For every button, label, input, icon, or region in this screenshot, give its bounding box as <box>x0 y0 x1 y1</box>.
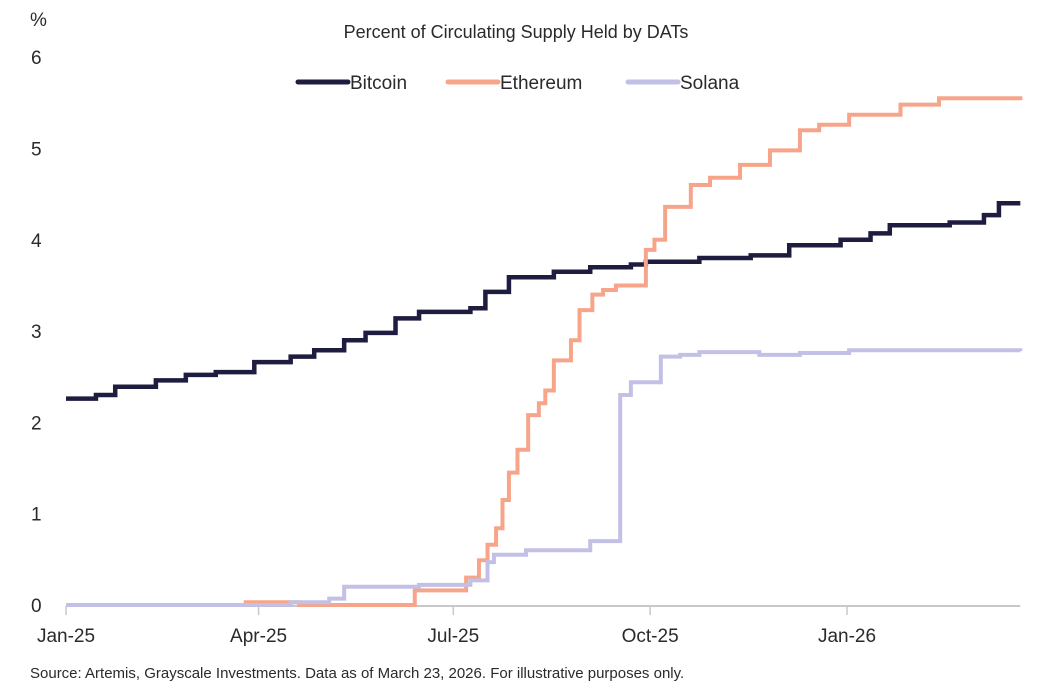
legend-label: Bitcoin <box>350 73 407 94</box>
y-axis: 0 1 2 3 4 5 6 <box>31 48 42 617</box>
legend-item-ethereum: Ethereum <box>445 73 582 94</box>
legend-label: Ethereum <box>500 73 582 94</box>
series-line-ethereum <box>66 96 1023 607</box>
x-tick-label: Jan-26 <box>818 626 876 647</box>
y-tick-label: 1 <box>31 505 42 526</box>
legend-item-bitcoin: Bitcoin <box>295 73 407 94</box>
x-axis: Jan-25 Apr-25 Jul-25 Oct-25 Jan-26 <box>37 605 1021 647</box>
y-tick-label: 5 <box>31 140 42 161</box>
x-tick-label: Jan-25 <box>37 626 95 647</box>
x-tick-label: Oct-25 <box>622 626 679 647</box>
y-tick-label: 6 <box>31 48 42 69</box>
y-tick-label: 4 <box>31 231 42 252</box>
y-tick-label: 2 <box>31 413 42 434</box>
series-line-bitcoin <box>66 201 1021 401</box>
series-group <box>66 96 1023 607</box>
y-tick-label: 0 <box>31 596 42 617</box>
legend-item-solana: Solana <box>625 73 740 94</box>
legend: Bitcoin Ethereum Solana <box>295 73 740 94</box>
y-axis-label: % <box>30 10 47 31</box>
source-note: Source: Artemis, Grayscale Investments. … <box>30 665 684 682</box>
legend-label: Solana <box>680 73 740 94</box>
series-line-solana <box>66 348 1023 607</box>
x-tick-label: Apr-25 <box>230 626 287 647</box>
chart-title: Percent of Circulating Supply Held by DA… <box>344 22 689 42</box>
y-tick-label: 3 <box>31 322 42 343</box>
x-tick-label: Jul-25 <box>427 626 479 647</box>
